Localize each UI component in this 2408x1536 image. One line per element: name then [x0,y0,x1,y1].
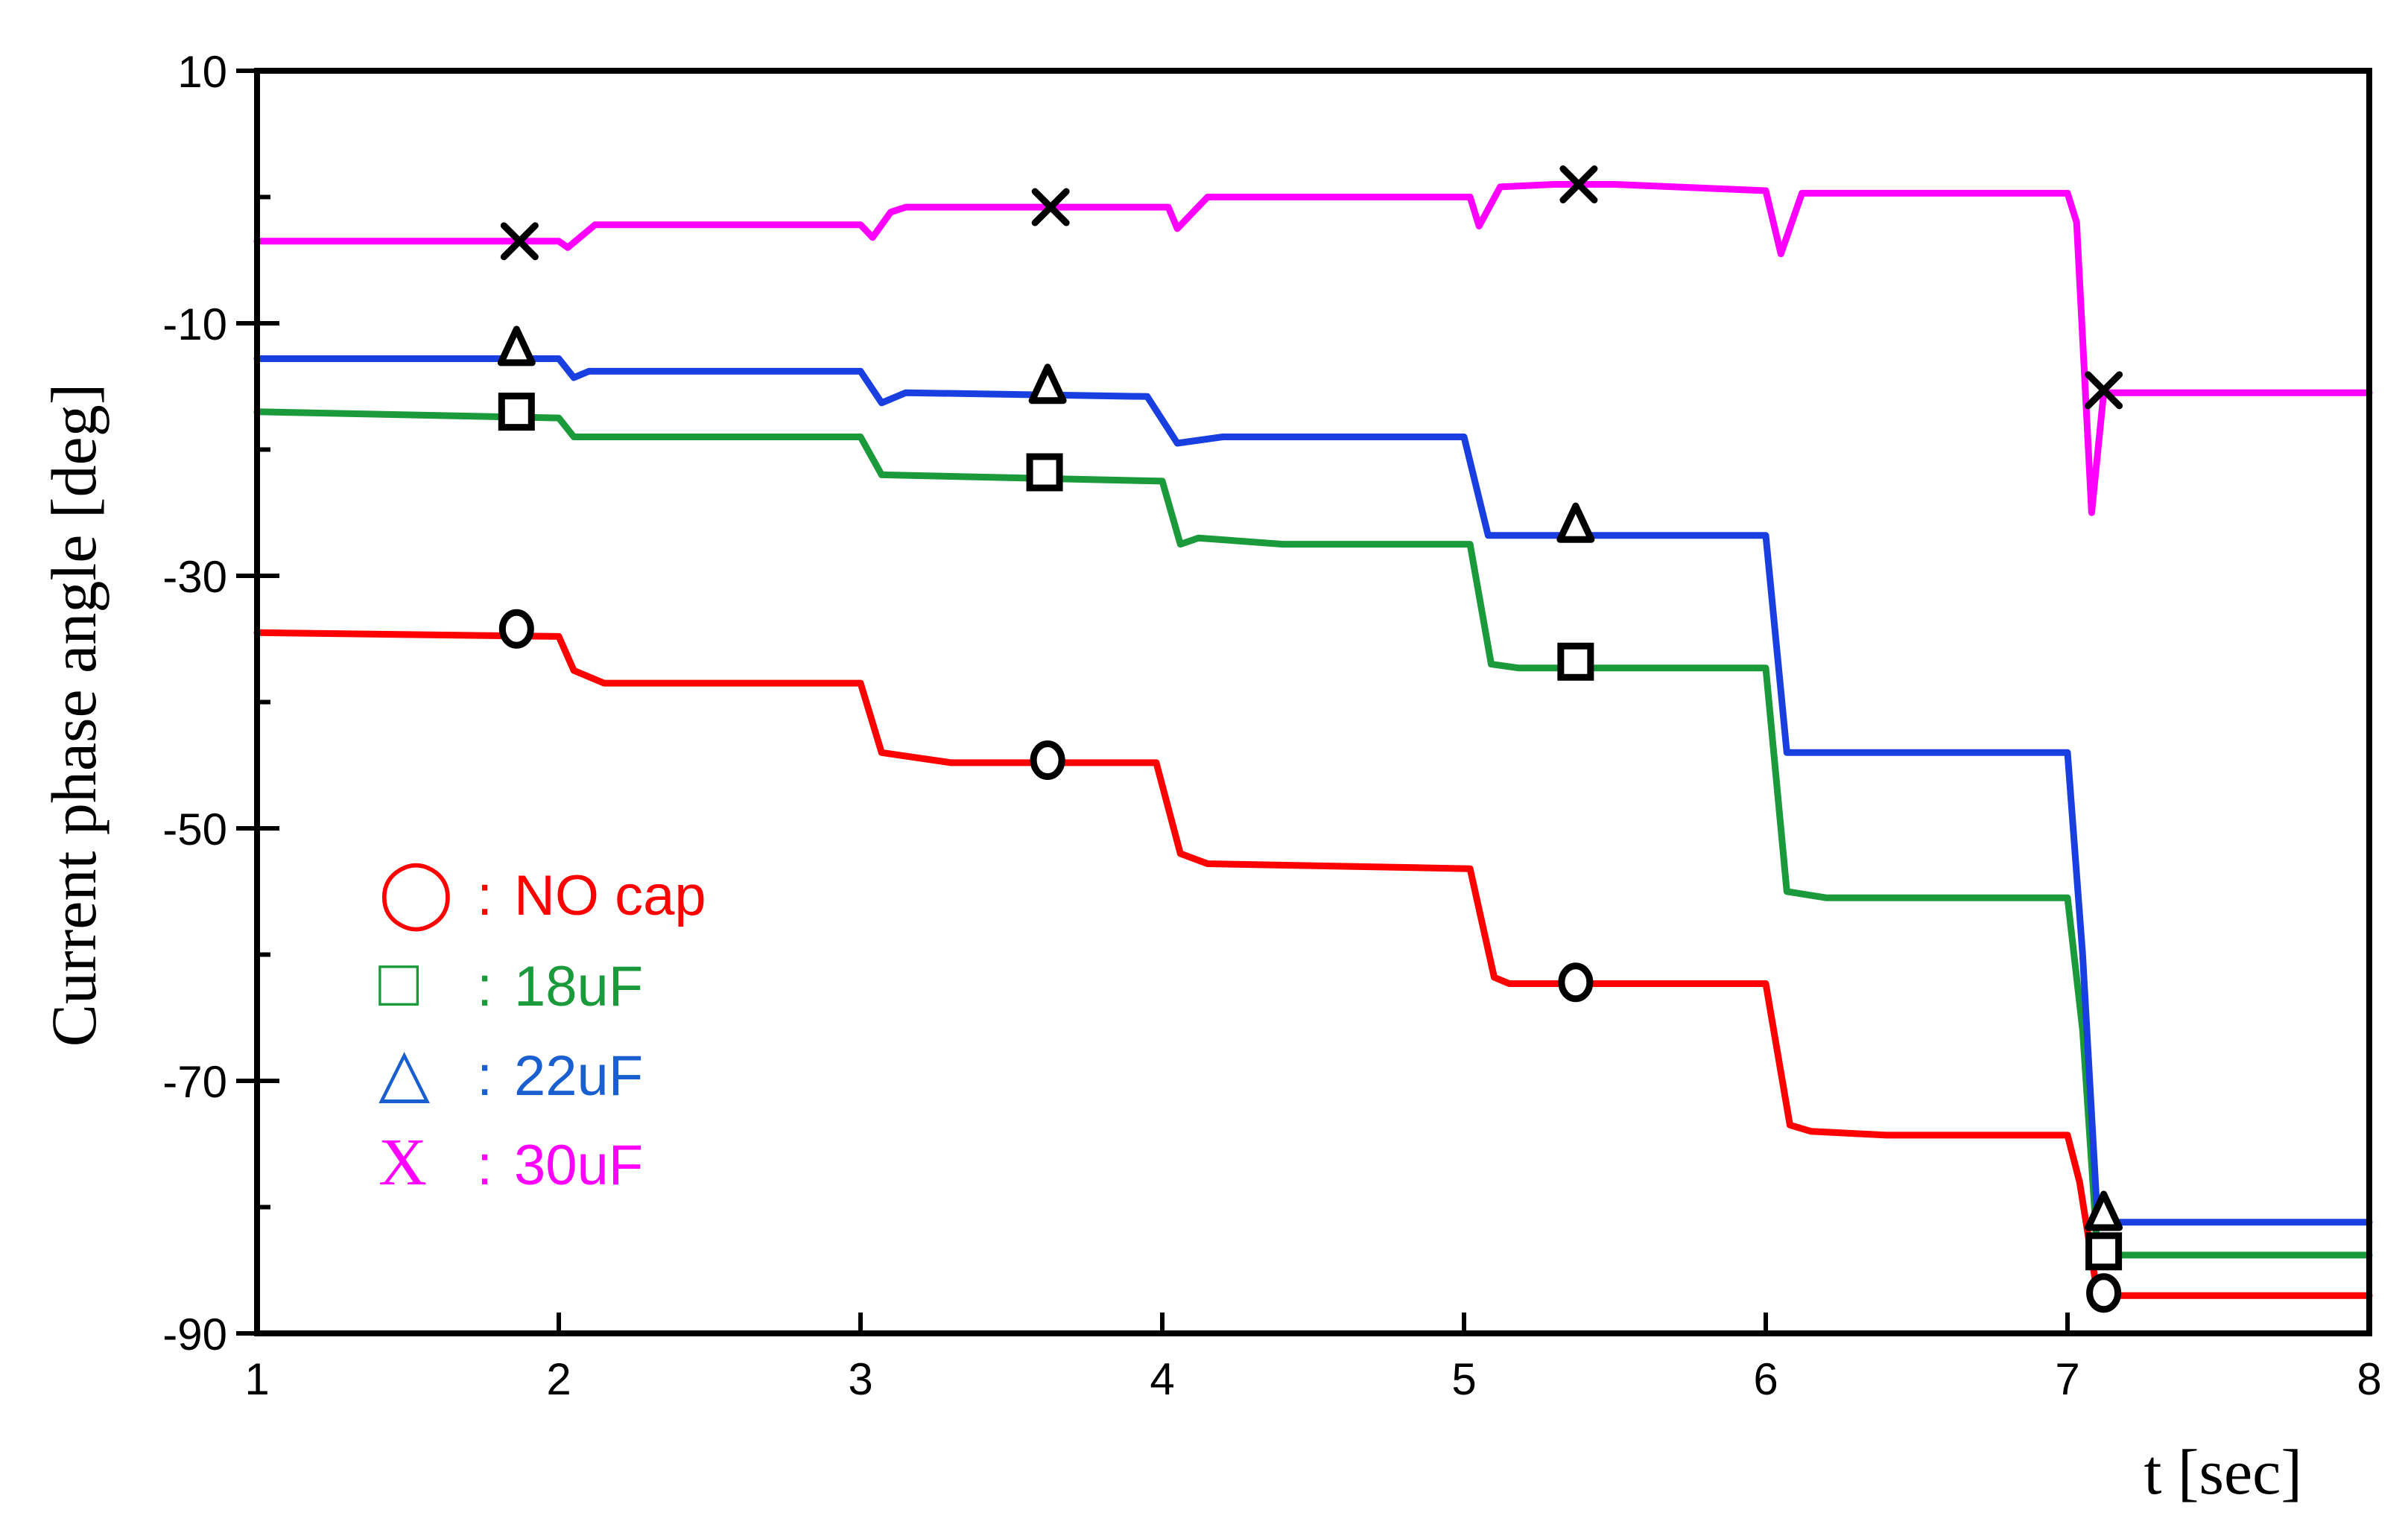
x-tick-label-5: 5 [1451,1354,1476,1404]
marker-22uf-2 [1028,364,1067,404]
series-line-22uf [253,355,2373,1226]
axes-layer: 1 2 3 4 5 6 7 8 10 -10 -30 -50 -70 -90 [162,47,2381,1404]
marker-22uf-3 [1556,502,1595,543]
y-axis-label: Current phase angle [deg] [38,384,110,1047]
legend-item-18uf-symbol: □ [378,947,419,1021]
marker-22uf-4 [2085,1190,2123,1231]
x-tick-label-3: 3 [848,1354,872,1404]
legend-item-30uf-symbol: X [378,1126,427,1199]
y-tick-label-10: 10 [177,47,227,97]
y-tick-label--50: -50 [162,805,227,854]
legend-item-no-cap-separator: : [477,864,492,927]
marker-18uf-1 [498,393,535,431]
legend-item-22uf-label: 22uF [514,1044,643,1108]
y-tick-label--10: -10 [162,299,227,349]
x-tick-label-2: 2 [546,1354,571,1404]
marker-18uf-2 [1026,453,1063,492]
marker-no-cap-4 [2086,1273,2122,1313]
marker-30uf-4-stroke-b [2085,371,2123,410]
series-line-no-cap [253,629,2373,1299]
x-tick-label-8: 8 [2357,1354,2381,1404]
marker-30uf-3-stroke-b [1559,165,1598,204]
x-axis-label: t [sec] [2144,1436,2302,1508]
series-line-18uf [253,408,2373,1259]
series-line-30uf [253,181,2373,516]
marker-no-cap-2 [1030,740,1065,780]
marker-30uf-3 [1559,165,1598,204]
x-tick-label-4: 4 [1150,1354,1174,1404]
legend-item-22uf-separator: : [477,1044,492,1108]
legend-item-30uf-label: 30uF [514,1134,643,1197]
legend-item-no-cap-symbol: ◯ [378,856,454,932]
legend-item-18uf-separator: : [477,955,492,1018]
legend-item-no-cap: ◯: NO cap [378,856,706,932]
y-tick-label--30: -30 [162,552,227,602]
legend-item-22uf: △:22uF [378,1036,643,1110]
marker-18uf-3 [1557,642,1594,681]
marker-no-cap-1 [498,609,534,649]
marker-30uf-2 [1031,188,1070,226]
series-layer [253,181,2373,1299]
y-tick-label--70: -70 [162,1057,227,1107]
marker-no-cap-3 [1558,962,1594,1003]
marker-22uf-1 [497,326,536,366]
marker-30uf-1 [500,222,539,261]
legend-item-no-cap-label: NO cap [514,864,706,927]
marker-18uf-4 [2085,1232,2123,1271]
legend-item-18uf-label: 18uF [514,955,643,1018]
marker-30uf-1-stroke-b [500,222,539,261]
legend-item-30uf: X:30uF [378,1126,643,1199]
y-tick-label--90: -90 [162,1310,227,1359]
legend-item-30uf-separator: : [477,1134,492,1197]
marker-30uf-4 [2085,371,2123,410]
x-tick-label-6: 6 [1753,1354,1778,1404]
x-tick-label-1: 1 [244,1354,269,1404]
x-tick-label-7: 7 [2055,1354,2079,1404]
legend-item-18uf: □:18uF [378,947,643,1021]
marker-layer [497,165,2123,1313]
legend-item-22uf-symbol: △ [378,1036,430,1110]
marker-30uf-2-stroke-b [1031,188,1070,226]
